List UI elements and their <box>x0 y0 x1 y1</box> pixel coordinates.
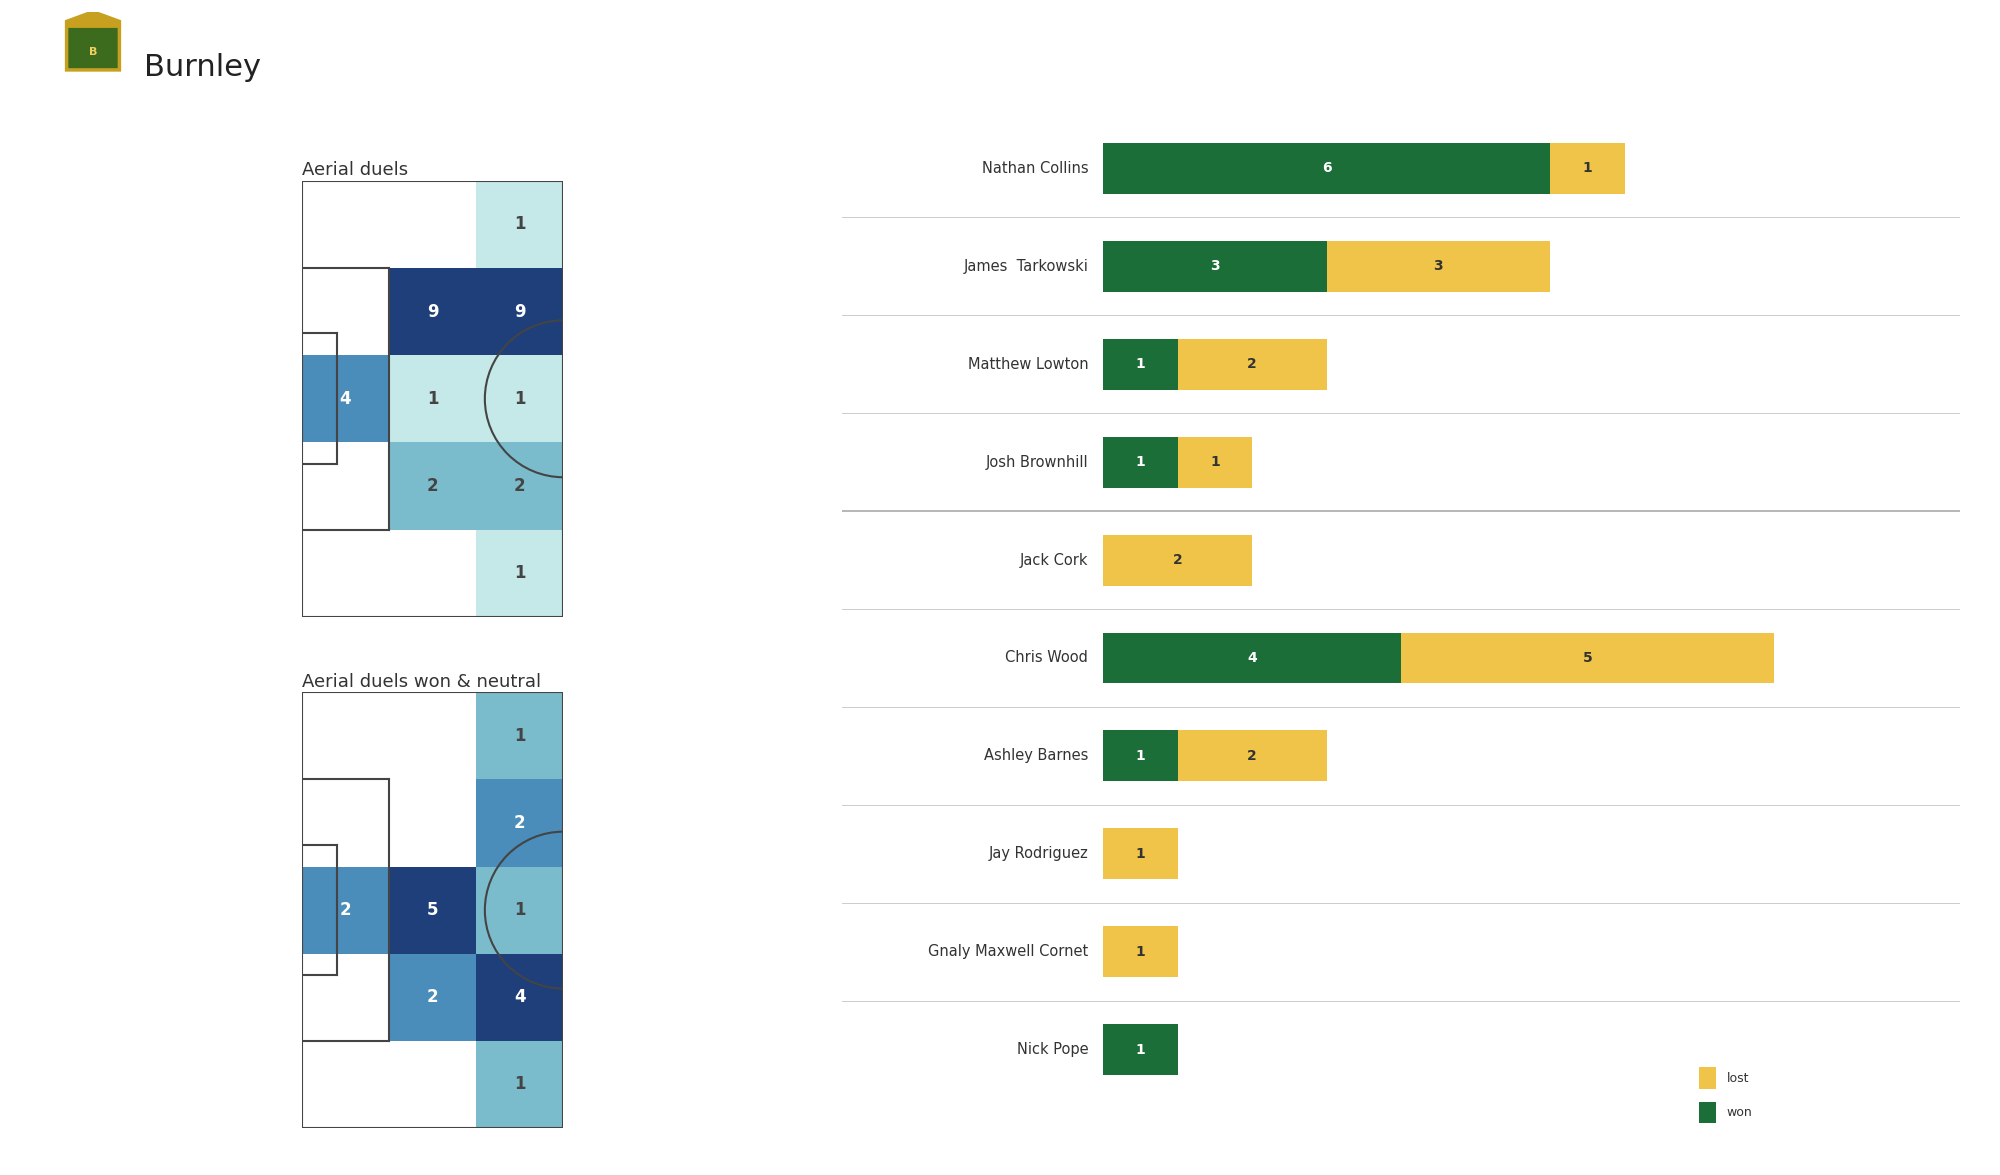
Bar <box>476 866 564 954</box>
Bar <box>1104 828 1178 879</box>
Text: Burnley: Burnley <box>144 53 260 82</box>
Text: 1: 1 <box>514 901 526 919</box>
Bar <box>302 268 388 355</box>
Bar <box>388 954 476 1041</box>
Text: 1: 1 <box>514 390 526 408</box>
Text: Chris Wood: Chris Wood <box>1006 651 1088 665</box>
Bar <box>1550 143 1624 194</box>
Text: Josh Brownhill: Josh Brownhill <box>986 455 1088 470</box>
Bar <box>302 866 388 954</box>
Bar <box>302 954 388 1041</box>
Text: 1: 1 <box>1136 748 1146 763</box>
Bar <box>1104 1025 1178 1075</box>
Bar <box>476 268 564 355</box>
Bar <box>388 866 476 954</box>
Bar <box>302 692 388 779</box>
Bar <box>476 1041 564 1128</box>
Bar <box>1104 632 1402 684</box>
Bar <box>476 442 564 530</box>
Text: 3: 3 <box>1434 260 1444 274</box>
Bar <box>388 530 476 617</box>
Text: 4: 4 <box>514 988 526 1006</box>
Text: 1: 1 <box>1136 1042 1146 1056</box>
Bar <box>388 692 476 779</box>
Text: Ashley Barnes: Ashley Barnes <box>984 748 1088 764</box>
Bar <box>1104 143 1550 194</box>
Bar <box>1104 241 1326 291</box>
Text: 1: 1 <box>1136 357 1146 371</box>
Text: Matthew Lowton: Matthew Lowton <box>968 357 1088 371</box>
Bar <box>388 268 476 355</box>
Bar <box>1104 731 1178 781</box>
Bar <box>1104 437 1178 488</box>
Text: 3: 3 <box>1210 260 1220 274</box>
Bar <box>476 530 564 617</box>
Text: 4: 4 <box>340 390 352 408</box>
Text: Jay Rodriguez: Jay Rodriguez <box>988 846 1088 861</box>
Text: 2: 2 <box>1248 748 1258 763</box>
Bar <box>388 442 476 530</box>
Text: lost: lost <box>1726 1072 1750 1085</box>
Bar <box>476 355 564 442</box>
Bar <box>388 1041 476 1128</box>
Text: 1: 1 <box>514 564 526 582</box>
Text: Aerial duels: Aerial duels <box>302 161 408 180</box>
Bar <box>1178 731 1326 781</box>
Text: 4: 4 <box>1248 651 1258 665</box>
Text: 2: 2 <box>514 814 526 832</box>
Bar <box>302 181 388 268</box>
Text: 6: 6 <box>1322 161 1332 175</box>
Bar <box>388 355 476 442</box>
Text: Nick Pope: Nick Pope <box>1016 1042 1088 1058</box>
Text: B: B <box>88 47 98 56</box>
Text: 2: 2 <box>426 477 438 495</box>
Text: Nathan Collins: Nathan Collins <box>982 161 1088 176</box>
Bar <box>476 779 564 866</box>
Text: 9: 9 <box>426 303 438 321</box>
Bar <box>1104 926 1178 978</box>
Text: 1: 1 <box>514 727 526 745</box>
Text: 1: 1 <box>514 1075 526 1094</box>
Text: 1: 1 <box>1136 455 1146 469</box>
Text: Gnaly Maxwell Cornet: Gnaly Maxwell Cornet <box>928 945 1088 959</box>
Bar <box>476 181 564 268</box>
Text: Aerial duels won & neutral: Aerial duels won & neutral <box>302 672 540 691</box>
Text: James  Tarkowski: James Tarkowski <box>964 258 1088 274</box>
Text: 1: 1 <box>1136 945 1146 959</box>
Text: won: won <box>1726 1106 1752 1119</box>
Text: 2: 2 <box>1248 357 1258 371</box>
Bar <box>476 692 564 779</box>
Text: 1: 1 <box>1210 455 1220 469</box>
Text: 9: 9 <box>514 303 526 321</box>
Bar <box>388 779 476 866</box>
Text: 5: 5 <box>426 901 438 919</box>
Text: 2: 2 <box>340 901 352 919</box>
Bar <box>302 1041 388 1128</box>
Text: 1: 1 <box>514 215 526 234</box>
Bar <box>1700 1102 1716 1123</box>
Bar <box>302 355 388 442</box>
Bar <box>1402 632 1774 684</box>
Polygon shape <box>66 12 120 69</box>
Polygon shape <box>66 12 120 28</box>
Text: Jack Cork: Jack Cork <box>1020 552 1088 568</box>
Bar <box>1326 241 1550 291</box>
Text: 1: 1 <box>426 390 438 408</box>
Bar <box>1700 1067 1716 1089</box>
Bar <box>1178 437 1252 488</box>
Bar <box>302 530 388 617</box>
Text: 1: 1 <box>1582 161 1592 175</box>
Bar <box>302 779 388 866</box>
Bar <box>1104 535 1252 585</box>
Bar <box>302 442 388 530</box>
Text: 1: 1 <box>1136 847 1146 861</box>
Text: 2: 2 <box>1172 553 1182 568</box>
Text: 2: 2 <box>514 477 526 495</box>
Bar <box>476 954 564 1041</box>
Bar <box>1104 338 1178 390</box>
Text: 2: 2 <box>426 988 438 1006</box>
Bar <box>388 181 476 268</box>
Bar <box>1178 338 1326 390</box>
Text: 5: 5 <box>1582 651 1592 665</box>
